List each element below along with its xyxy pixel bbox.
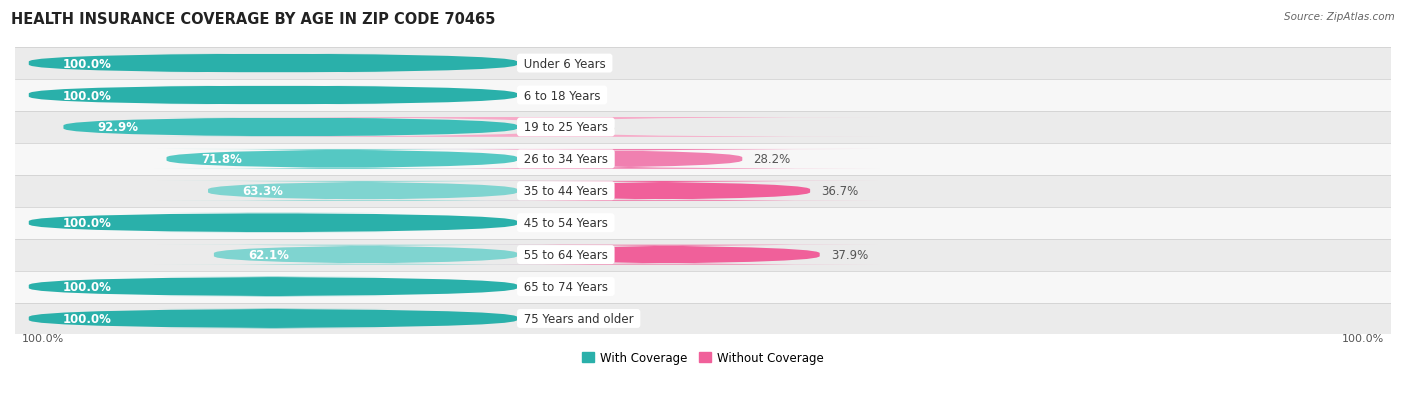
FancyBboxPatch shape bbox=[28, 86, 517, 106]
FancyBboxPatch shape bbox=[211, 118, 880, 138]
Text: 100.0%: 100.0% bbox=[63, 217, 112, 230]
Bar bbox=[15, 207, 1391, 239]
Text: 100.0%: 100.0% bbox=[63, 57, 112, 70]
Bar bbox=[15, 112, 1391, 144]
Text: 65 to 74 Years: 65 to 74 Years bbox=[520, 280, 612, 293]
Text: 100.0%: 100.0% bbox=[63, 89, 112, 102]
FancyBboxPatch shape bbox=[28, 277, 517, 297]
Text: 100.0%: 100.0% bbox=[1341, 333, 1384, 344]
FancyBboxPatch shape bbox=[63, 118, 517, 138]
FancyBboxPatch shape bbox=[447, 181, 880, 201]
Text: 100.0%: 100.0% bbox=[22, 333, 65, 344]
FancyBboxPatch shape bbox=[380, 150, 880, 169]
Bar bbox=[15, 48, 1391, 80]
Bar bbox=[15, 144, 1391, 176]
Text: 19 to 25 Years: 19 to 25 Years bbox=[520, 121, 612, 134]
FancyBboxPatch shape bbox=[155, 181, 571, 201]
Legend: With Coverage, Without Coverage: With Coverage, Without Coverage bbox=[578, 347, 828, 369]
Text: 26 to 34 Years: 26 to 34 Years bbox=[520, 153, 612, 166]
Text: 71.8%: 71.8% bbox=[201, 153, 242, 166]
FancyBboxPatch shape bbox=[457, 245, 880, 265]
Bar bbox=[15, 271, 1391, 303]
Text: 37.9%: 37.9% bbox=[831, 249, 868, 261]
Bar bbox=[15, 239, 1391, 271]
Text: 62.1%: 62.1% bbox=[249, 249, 290, 261]
Text: 7.1%: 7.1% bbox=[585, 121, 614, 134]
Text: 100.0%: 100.0% bbox=[63, 312, 112, 325]
Bar bbox=[15, 176, 1391, 207]
FancyBboxPatch shape bbox=[28, 54, 517, 74]
Text: 28.2%: 28.2% bbox=[754, 153, 790, 166]
FancyBboxPatch shape bbox=[28, 213, 517, 233]
Bar bbox=[15, 80, 1391, 112]
Text: Under 6 Years: Under 6 Years bbox=[520, 57, 609, 70]
FancyBboxPatch shape bbox=[28, 309, 517, 329]
FancyBboxPatch shape bbox=[155, 150, 529, 169]
Text: Source: ZipAtlas.com: Source: ZipAtlas.com bbox=[1284, 12, 1395, 22]
Text: 63.3%: 63.3% bbox=[242, 185, 283, 198]
Text: 100.0%: 100.0% bbox=[63, 280, 112, 293]
Bar bbox=[15, 303, 1391, 335]
Text: HEALTH INSURANCE COVERAGE BY AGE IN ZIP CODE 70465: HEALTH INSURANCE COVERAGE BY AGE IN ZIP … bbox=[11, 12, 496, 27]
FancyBboxPatch shape bbox=[155, 245, 576, 265]
Text: 36.7%: 36.7% bbox=[821, 185, 859, 198]
Text: 45 to 54 Years: 45 to 54 Years bbox=[520, 217, 612, 230]
Text: 35 to 44 Years: 35 to 44 Years bbox=[520, 185, 612, 198]
Text: 6 to 18 Years: 6 to 18 Years bbox=[520, 89, 605, 102]
Text: 92.9%: 92.9% bbox=[98, 121, 139, 134]
Text: 75 Years and older: 75 Years and older bbox=[520, 312, 637, 325]
Text: 55 to 64 Years: 55 to 64 Years bbox=[520, 249, 612, 261]
